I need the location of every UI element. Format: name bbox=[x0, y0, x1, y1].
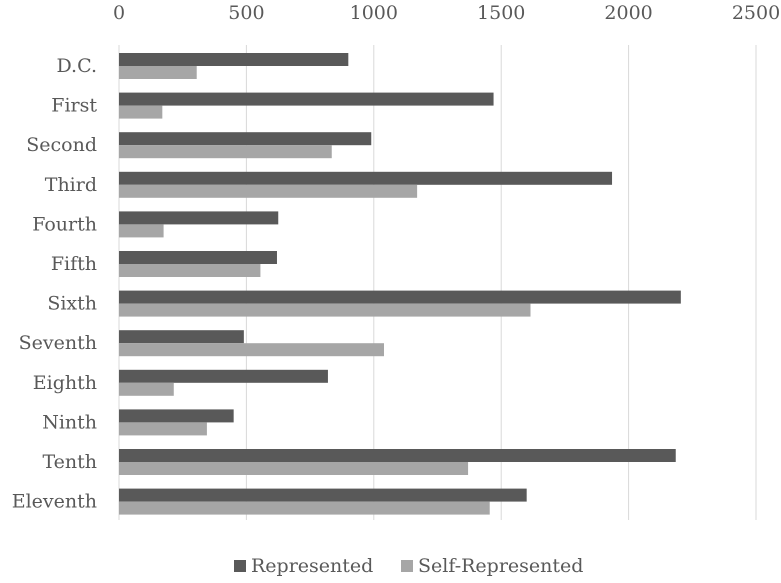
bar-represented-4 bbox=[119, 211, 279, 225]
bar-self-represented-7 bbox=[119, 343, 384, 357]
x-tick-label: 500 bbox=[228, 2, 264, 24]
bar-self-represented-1 bbox=[119, 105, 163, 119]
legend-swatch-represented bbox=[234, 560, 246, 572]
legend-label: Self-Represented bbox=[418, 555, 583, 577]
category-label: Third bbox=[45, 174, 97, 196]
bar-self-represented-11 bbox=[119, 501, 490, 515]
bar-represented-2 bbox=[119, 132, 372, 146]
bar-represented-1 bbox=[119, 92, 494, 106]
category-labels: D.C. First Second Third Fourth Fifth Sixth Seve… bbox=[12, 55, 98, 513]
legend-label: Represented bbox=[251, 555, 373, 577]
bar-represented-5 bbox=[119, 251, 277, 264]
category-label: Fourth bbox=[32, 213, 97, 235]
bars bbox=[119, 53, 681, 515]
legend-swatch-self-represented bbox=[401, 560, 413, 572]
category-label: Ninth bbox=[42, 411, 97, 433]
category-label: First bbox=[51, 95, 97, 117]
category-label: Seventh bbox=[19, 332, 97, 354]
legend: Represented Self-Represented bbox=[234, 555, 583, 577]
category-label: Eighth bbox=[33, 372, 97, 394]
category-label: D.C. bbox=[57, 55, 98, 77]
bar-self-represented-10 bbox=[119, 462, 469, 475]
bar-represented-9 bbox=[119, 409, 234, 423]
x-tick-label: 0 bbox=[113, 2, 125, 24]
bar-represented-6 bbox=[119, 290, 681, 304]
category-label: Tenth bbox=[42, 451, 97, 473]
category-label: Eleventh bbox=[12, 491, 97, 513]
category-label: Second bbox=[26, 134, 97, 156]
bar-self-represented-9 bbox=[119, 422, 207, 436]
bar-represented-11 bbox=[119, 488, 527, 502]
x-axis-ticks: 0 500 1000 1500 2000 2500 bbox=[113, 2, 780, 24]
bar-self-represented-0 bbox=[119, 66, 197, 79]
bar-represented-3 bbox=[119, 171, 613, 185]
bar-self-represented-3 bbox=[119, 184, 418, 198]
bar-self-represented-6 bbox=[119, 303, 531, 317]
category-label: Fifth bbox=[51, 253, 97, 275]
bar-represented-0 bbox=[119, 53, 349, 66]
x-tick-label: 2500 bbox=[732, 2, 780, 24]
bar-represented-8 bbox=[119, 369, 328, 383]
bar-represented-10 bbox=[119, 449, 676, 462]
x-tick-label: 2000 bbox=[604, 2, 652, 24]
gridlines bbox=[118, 45, 757, 520]
bar-self-represented-2 bbox=[119, 145, 332, 159]
x-tick-label: 1500 bbox=[477, 2, 525, 24]
category-label: Sixth bbox=[47, 293, 97, 315]
bar-self-represented-8 bbox=[119, 382, 174, 396]
bar-self-represented-5 bbox=[119, 264, 261, 277]
x-tick-label: 1000 bbox=[350, 2, 398, 24]
bar-self-represented-4 bbox=[119, 224, 164, 238]
bar-represented-7 bbox=[119, 330, 244, 344]
